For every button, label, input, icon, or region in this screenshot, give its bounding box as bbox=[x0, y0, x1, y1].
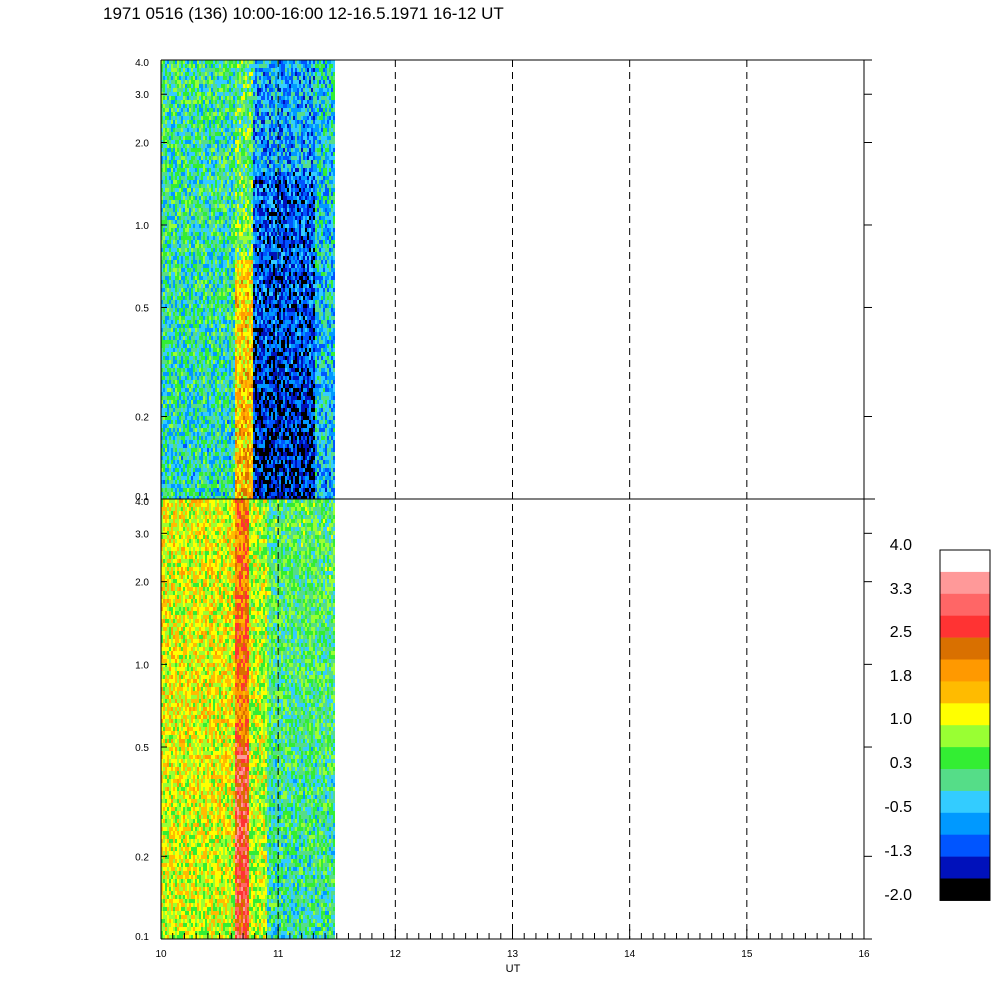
dashed-gridlines bbox=[277, 60, 748, 939]
y-tick-label: 1.0 bbox=[135, 221, 149, 232]
colorbar-swatch bbox=[940, 703, 990, 726]
colorbar-label: 2.5 bbox=[890, 624, 912, 641]
colorbar-swatch bbox=[940, 681, 990, 704]
colorbar-swatch bbox=[940, 659, 990, 682]
y-axis-ticks: 0.10.20.51.02.03.04.00.10.20.51.02.03.04… bbox=[135, 58, 872, 943]
chart-title: 1971 0516 (136) 10:00-16:00 12-16.5.1971… bbox=[103, 4, 504, 23]
y-tick-label: 2.0 bbox=[135, 138, 149, 149]
x-axis-label: UT bbox=[506, 963, 521, 975]
colorbar-label: 3.3 bbox=[890, 581, 912, 598]
colorbar-swatch bbox=[940, 856, 990, 879]
colorbar-swatch bbox=[940, 550, 990, 573]
colorbar-swatch bbox=[940, 812, 990, 835]
x-tick-label: 13 bbox=[507, 949, 519, 960]
x-tick-label: 14 bbox=[624, 949, 636, 960]
y-tick-label: 0.5 bbox=[135, 743, 149, 754]
colorbar-swatch bbox=[940, 615, 990, 638]
y-tick-label: 0.1 bbox=[135, 932, 149, 943]
lower-panel-heatmap bbox=[161, 499, 335, 939]
y-tick-label: 0.5 bbox=[135, 303, 149, 314]
x-tick-label: 11 bbox=[273, 949, 284, 960]
colorbar-label: -1.3 bbox=[884, 843, 912, 860]
colorbar-swatch bbox=[940, 725, 990, 748]
colorbar-label: 1.0 bbox=[890, 711, 912, 728]
y-tick-label: 3.0 bbox=[135, 529, 149, 540]
x-tick-label: 12 bbox=[390, 949, 402, 960]
x-tick-label: 10 bbox=[155, 949, 167, 960]
colorbar-label: 1.8 bbox=[890, 668, 912, 685]
y-tick-label: 4.0 bbox=[135, 58, 149, 69]
colorbar-swatch bbox=[940, 790, 990, 814]
colorbar-label: 0.3 bbox=[890, 755, 912, 772]
colorbar-label: -2.0 bbox=[884, 887, 912, 904]
colorbar-label: 4.0 bbox=[890, 537, 912, 554]
y-tick-label: 2.0 bbox=[135, 578, 149, 589]
colorbar-frame bbox=[939, 549, 991, 901]
x-axis-ticks: 10 11 12 13 14 15 16 bbox=[155, 929, 870, 960]
upper-panel-heatmap bbox=[161, 60, 335, 499]
y-tick-label: 4.0 bbox=[135, 497, 149, 508]
y-tick-label: 0.1 bbox=[135, 492, 149, 503]
y-tick-label: 3.0 bbox=[135, 90, 149, 101]
x-tick-label: 16 bbox=[858, 949, 870, 960]
colorbar-swatch bbox=[940, 571, 990, 595]
x-tick-label: 15 bbox=[741, 949, 753, 960]
colorbar-swatch bbox=[940, 834, 990, 857]
colorbar: 4.0 3.3 2.5 1.8 1.0 0.3 -0.5 -1.3 -2.0 bbox=[884, 537, 991, 904]
colorbar-swatch bbox=[940, 878, 990, 901]
colorbar-swatch bbox=[940, 747, 990, 770]
colorbar-label: -0.5 bbox=[884, 799, 912, 816]
colorbar-swatch bbox=[940, 637, 990, 660]
y-tick-label: 0.2 bbox=[135, 852, 149, 863]
y-tick-label: 1.0 bbox=[135, 660, 149, 671]
colorbar-swatch bbox=[940, 593, 990, 616]
colorbar-swatch bbox=[940, 769, 990, 792]
y-tick-label: 0.2 bbox=[135, 413, 149, 424]
